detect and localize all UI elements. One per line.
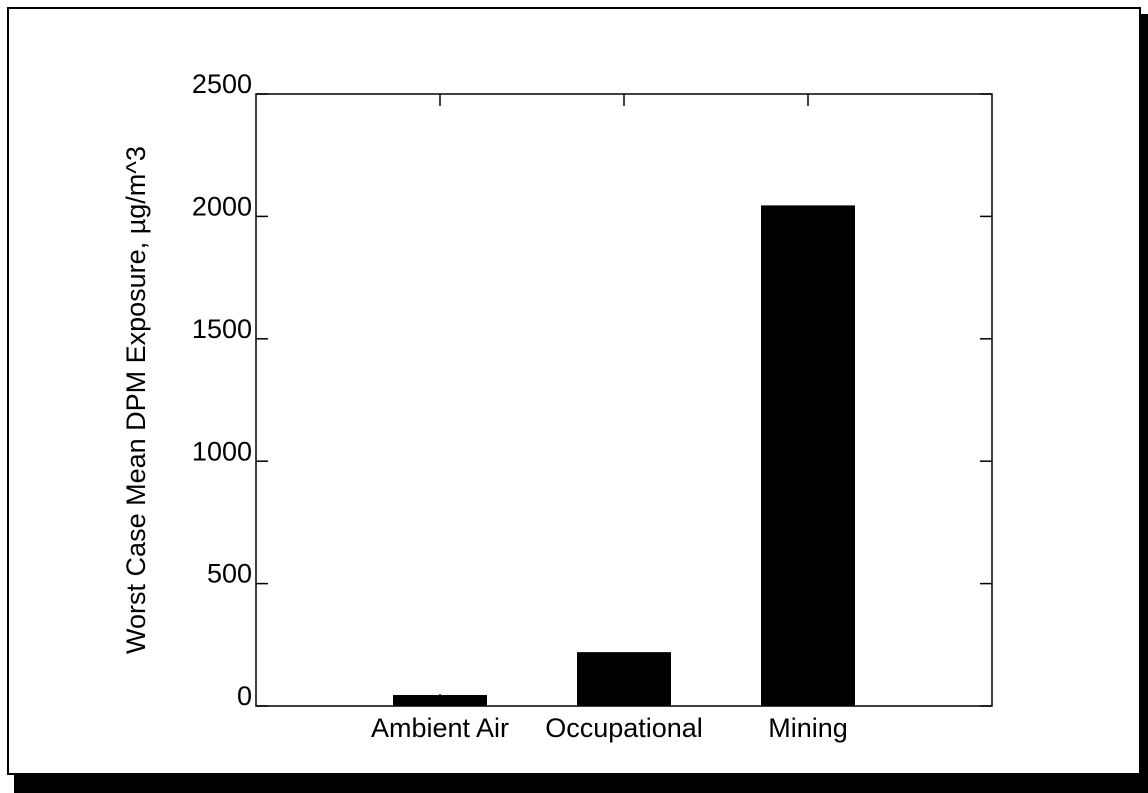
frame-shadow: [1141, 14, 1148, 793]
y-tick-label: 1000: [192, 436, 252, 466]
frame: [7, 7, 1141, 775]
x-tick-label: Occupational: [545, 713, 703, 743]
bar: [761, 205, 855, 706]
y-tick-label: 0: [237, 681, 252, 711]
y-tick-label: 1500: [192, 314, 252, 344]
bar: [577, 652, 671, 706]
x-tick-label: Mining: [768, 713, 848, 743]
x-tick-label: Ambient Air: [371, 713, 509, 743]
y-tick-label: 2000: [192, 192, 252, 222]
y-tick-label: 2500: [192, 69, 252, 99]
frame-shadow: [14, 775, 1148, 793]
y-tick-label: 500: [207, 559, 252, 589]
y-axis-label: Worst Case Mean DPM Exposure, µg/m^3: [121, 146, 151, 654]
bar: [393, 694, 487, 706]
